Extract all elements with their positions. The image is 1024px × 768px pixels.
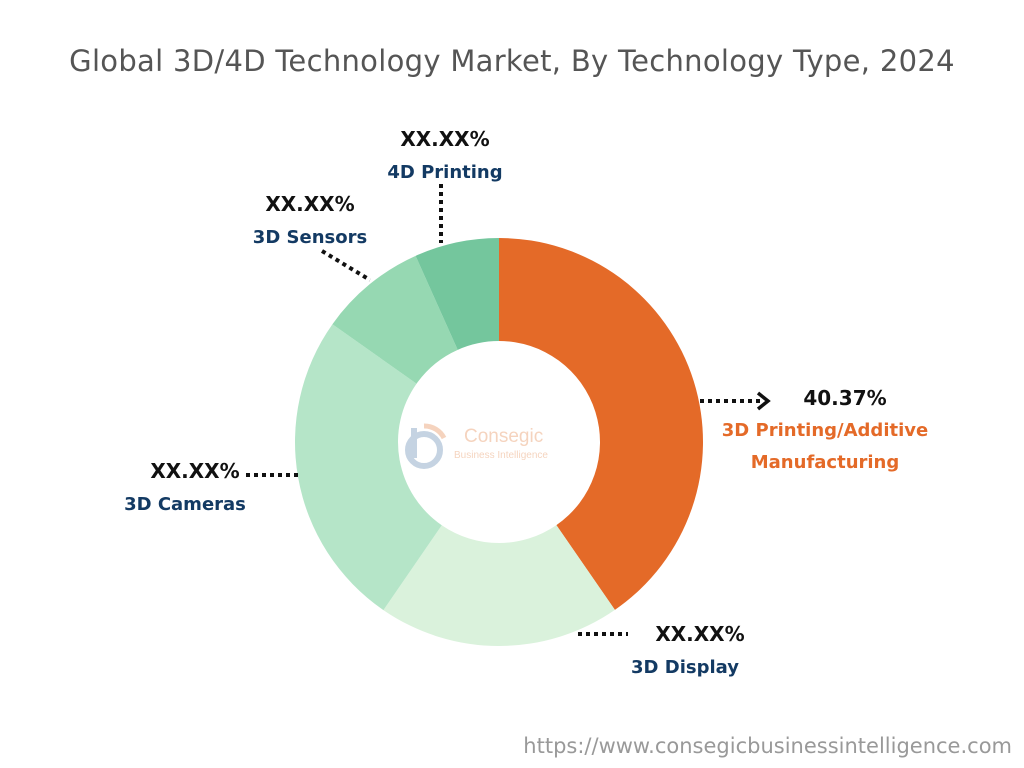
label-3d-printing: 40.37% 3D Printing/Additive Manufacturin…: [721, 386, 929, 473]
label-4d-printing: XX.XX% 4D Printing: [387, 127, 503, 183]
svg-text:Consegic: Consegic: [464, 426, 543, 447]
label-3d-cameras: XX.XX% 3D Cameras: [124, 459, 246, 515]
label-3d-sensors: XX.XX% 3D Sensors: [252, 192, 368, 248]
footer-url[interactable]: https://www.consegicbusinessintelligence…: [523, 734, 1012, 758]
slice-3d-display: [383, 525, 615, 646]
slice-3d-printing-additive-manufacturing: [499, 238, 703, 610]
slice-3d-sensors: [332, 255, 458, 384]
chart-title: Global 3D/4D Technology Market, By Techn…: [69, 44, 955, 78]
slice-3d-cameras: [295, 324, 442, 611]
consegic-logo: Consegic Business Intelligence: [402, 418, 562, 478]
svg-text:Business Intelligence: Business Intelligence: [454, 450, 548, 461]
label-3d-display: XX.XX% 3D Display: [631, 622, 745, 678]
arrow-icon: [756, 391, 771, 411]
leader-line: [320, 249, 372, 282]
slice-4d-printing: [415, 238, 499, 350]
